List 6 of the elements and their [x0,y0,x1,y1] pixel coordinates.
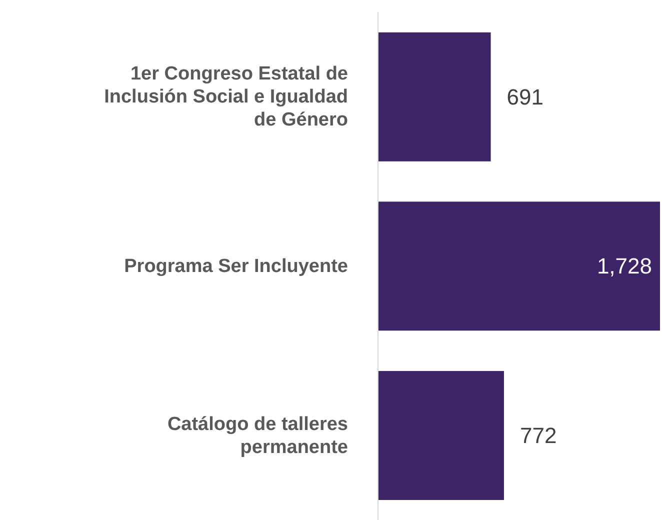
data-label: 691 [506,84,544,110]
data-label: 772 [520,422,557,448]
y-tick-label: 1er Congreso Estatal de Inclusión Social e Igualdad de Género [104,63,348,130]
data-label: 1,728 [596,254,652,279]
y-tick-label: Catálogo de talleres permanente [167,413,348,458]
y-tick-label: Programa Ser Incluyente [124,256,348,276]
